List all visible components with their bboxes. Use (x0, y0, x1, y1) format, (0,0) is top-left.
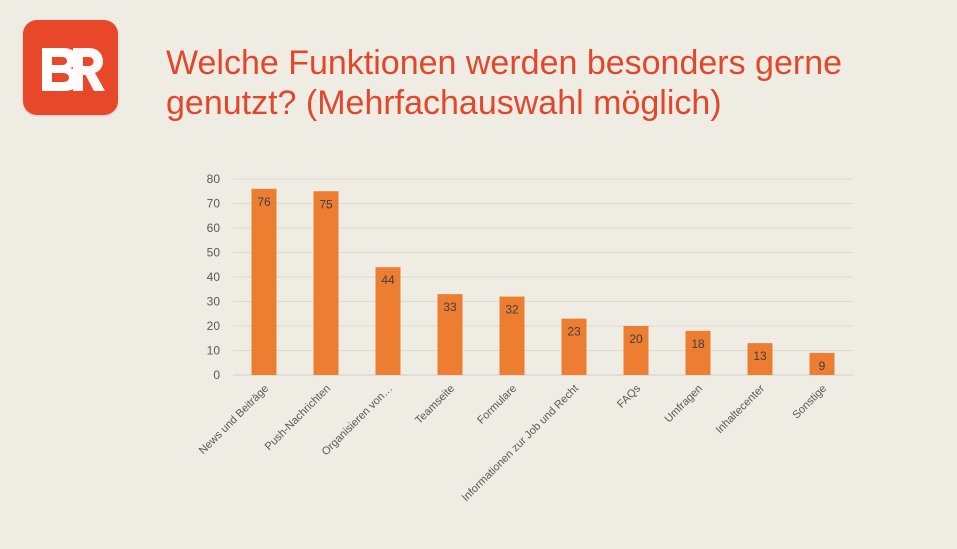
bars (251, 188, 835, 375)
bar (313, 191, 339, 375)
y-tick-label: 10 (207, 344, 221, 358)
y-tick-label: 80 (207, 172, 221, 186)
br-logo (23, 20, 118, 115)
data-label: 76 (257, 195, 271, 209)
x-tick-label: News und Beiträge (197, 383, 271, 457)
data-label: 13 (753, 349, 767, 363)
y-axis: 0 10 20 30 40 50 60 70 80 (207, 172, 221, 382)
data-label: 20 (629, 332, 643, 346)
bar (623, 326, 649, 375)
bar (437, 294, 463, 375)
x-tick-label: Formulare (475, 383, 519, 427)
x-axis: News und BeiträgePush-NachrichtenOrganis… (197, 382, 829, 504)
bar (561, 318, 587, 375)
bar (809, 352, 835, 375)
y-tick-label: 0 (213, 368, 220, 382)
bar (685, 330, 711, 375)
x-tick-label: Push-Nachrichten (263, 383, 333, 453)
bar (499, 296, 525, 375)
y-tick-label: 30 (207, 295, 221, 309)
bar (251, 188, 277, 375)
data-label: 9 (819, 359, 826, 373)
y-tick-label: 50 (207, 246, 221, 260)
data-label: 18 (691, 337, 705, 351)
x-tick-label: Umfragen (662, 383, 705, 426)
x-tick-label: FAQs (615, 382, 643, 410)
x-tick-label: Organisieren von… (320, 383, 396, 459)
data-labels: 76 75 44 33 32 23 20 18 13 9 (257, 195, 825, 373)
page-title: Welche Funktionen werden besonders gerne… (166, 44, 843, 122)
y-tick-label: 40 (207, 270, 221, 284)
x-tick-label: Teamseite (413, 383, 457, 427)
data-label: 75 (319, 197, 333, 211)
data-label: 32 (505, 303, 519, 317)
x-tick-label: Informationen zur Job und Recht (460, 383, 581, 504)
bar (375, 267, 401, 375)
data-label: 23 (567, 325, 581, 339)
bar (747, 343, 773, 375)
x-tick-label: Inhaltecenter (714, 382, 768, 436)
br-logo-mark (42, 48, 105, 91)
data-label: 44 (381, 273, 395, 287)
y-tick-label: 70 (207, 197, 221, 211)
x-tick-label: Sonstige (790, 383, 829, 422)
data-label: 33 (443, 300, 457, 314)
y-tick-label: 20 (207, 319, 221, 333)
y-tick-label: 60 (207, 221, 221, 235)
